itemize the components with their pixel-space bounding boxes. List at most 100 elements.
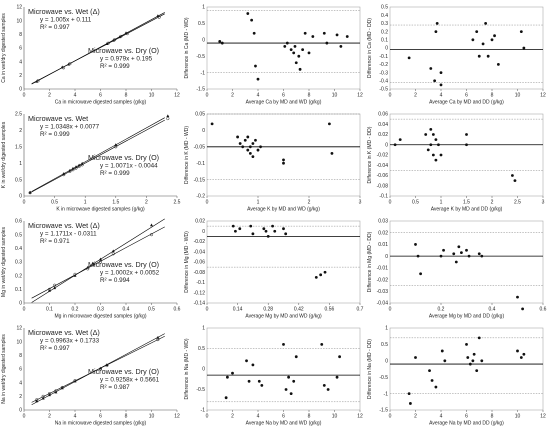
x-tick-label: 8 bbox=[491, 414, 494, 420]
y-tick-label: 0 bbox=[19, 194, 22, 200]
x-tick-label: 0 bbox=[206, 200, 209, 206]
chart-ca-md-wd: 0 2 4 6 8 10 12 1 0.5 0 -0.5 -1 -1.5 Average Ca by MD… bbox=[184, 5, 363, 106]
difference-point bbox=[259, 145, 262, 149]
difference-point bbox=[294, 61, 298, 65]
chart-ca-md-dd: 0 2 4 6 8 10 12 0.5 0.4 0.3 0.2 0.1 0 -0.1 -0.2 -0.3 -0.… bbox=[367, 5, 546, 106]
point-dry-circle bbox=[111, 252, 115, 256]
x-tick-label: 2 bbox=[231, 93, 234, 99]
plot-frame bbox=[206, 6, 361, 90]
point-dry-circle bbox=[47, 392, 52, 396]
difference-point bbox=[328, 122, 331, 126]
x-tick-label: 12 bbox=[540, 414, 546, 420]
regression-annotation: R² = 0.997 bbox=[40, 345, 70, 352]
x-tick-label: 0 bbox=[206, 414, 209, 420]
difference-point bbox=[254, 138, 257, 142]
point-dry-circle bbox=[68, 62, 72, 66]
difference-point bbox=[320, 343, 324, 346]
y-tick-label: 0 bbox=[385, 142, 388, 148]
y-tick-label: 0.04 bbox=[378, 122, 388, 128]
regression-annotation: Microwave vs. Dry (O) bbox=[88, 46, 159, 55]
difference-point bbox=[519, 356, 523, 359]
difference-point bbox=[434, 30, 438, 33]
x-tick-label: 10 bbox=[149, 414, 155, 420]
y-tick-label: -0.01 bbox=[377, 266, 389, 272]
y-tick-label: 2 bbox=[19, 128, 22, 134]
x-tick-label: 3 bbox=[542, 200, 545, 206]
y-tick-label: 0 bbox=[19, 408, 22, 414]
difference-point bbox=[319, 273, 323, 277]
y-tick-label: 0.3 bbox=[15, 260, 22, 266]
x-tick-label: 0.42 bbox=[294, 307, 304, 313]
difference-point bbox=[490, 38, 494, 42]
x-tick-label: 2 bbox=[308, 200, 311, 206]
regression-annotation: Microwave vs. Wet bbox=[28, 114, 88, 123]
x-tick-label: 0 bbox=[389, 200, 392, 206]
y-tick-label: 0 bbox=[202, 229, 205, 235]
difference-point bbox=[335, 33, 339, 37]
x-tick-label: 10 bbox=[515, 414, 521, 420]
x-axis-label: Mg in microwave digested samples (g/kg) bbox=[55, 314, 147, 320]
y-tick-label: -0.1 bbox=[196, 280, 205, 286]
x-tick-label: 0 bbox=[389, 414, 392, 420]
panel-ca-md-dd: 0 2 4 6 8 10 12 0.5 0.4 0.3 0.2 0.1 0 -0.1 -0.2 -0.3 -0.… bbox=[366, 0, 549, 106]
point-dry-circle bbox=[114, 145, 118, 149]
difference-point bbox=[431, 133, 435, 136]
difference-point bbox=[282, 227, 285, 231]
x-tick-label: 6 bbox=[99, 93, 102, 99]
difference-point bbox=[262, 227, 266, 231]
difference-point bbox=[330, 151, 334, 155]
difference-point bbox=[471, 38, 475, 42]
y-tick-label: 0 bbox=[202, 38, 205, 44]
y-tick-label: 1.5 bbox=[15, 145, 22, 151]
y-tick-label: 0.03 bbox=[378, 219, 388, 225]
regression-annotation: y = 0.9963x + 0.1733 bbox=[40, 338, 100, 345]
y-tick-label: 6 bbox=[19, 46, 22, 52]
y-tick-label: -0.1 bbox=[379, 194, 388, 200]
difference-point bbox=[339, 44, 343, 48]
difference-point bbox=[260, 384, 264, 387]
y-tick-label: -0.2 bbox=[379, 62, 388, 68]
x-tick-label: 0.56 bbox=[325, 307, 335, 313]
x-tick-label: 0.6 bbox=[540, 307, 547, 313]
point-dry-circle bbox=[112, 38, 117, 42]
difference-point bbox=[429, 143, 433, 147]
difference-point bbox=[282, 161, 285, 165]
y-axis-label: Difference in Ca (MD - WD) bbox=[184, 17, 190, 78]
panel-ca-regression: 0 2 4 6 8 10 12 0 2 4 6 8 10 12 Ca in microwave digest… bbox=[0, 0, 183, 106]
x-tick-label: 2.5 bbox=[514, 200, 521, 206]
chart-mg-md-dd: 0 0.2 0.4 0.6 0.03 0.02 0.01 0 -0.01 -0.02 -0.03 -0… bbox=[367, 219, 547, 320]
difference-point bbox=[440, 349, 444, 353]
difference-point bbox=[245, 359, 248, 363]
difference-point bbox=[429, 127, 433, 131]
difference-point bbox=[429, 67, 433, 70]
regression-line bbox=[31, 119, 165, 193]
regression-annotation: R² = 0.999 bbox=[40, 131, 70, 138]
x-tick-label: 4 bbox=[257, 93, 260, 99]
difference-point bbox=[251, 363, 255, 367]
difference-point bbox=[513, 179, 517, 183]
difference-point bbox=[452, 252, 456, 256]
x-axis-label: Average Ca by MD and DD (g/kg) bbox=[429, 100, 504, 106]
difference-point bbox=[467, 254, 471, 258]
point-dry-circle bbox=[53, 283, 57, 287]
difference-point bbox=[246, 12, 250, 15]
x-tick-label: 4 bbox=[440, 414, 443, 420]
difference-point bbox=[416, 254, 420, 258]
difference-point bbox=[251, 232, 255, 236]
x-tick-label: 0 bbox=[206, 93, 209, 99]
x-tick-label: 4 bbox=[257, 414, 260, 420]
point-wet-triangle bbox=[53, 286, 57, 290]
y-tick-label: -0.04 bbox=[194, 249, 206, 255]
y-tick-label: 0.01 bbox=[378, 242, 388, 248]
point-dry-circle bbox=[105, 364, 109, 368]
difference-point bbox=[282, 343, 285, 346]
difference-point bbox=[238, 142, 242, 145]
x-tick-label: 10 bbox=[332, 414, 338, 420]
regression-annotation: Microwave vs. Dry (O) bbox=[88, 367, 159, 376]
y-tick-label: -1 bbox=[384, 391, 389, 397]
y-axis-label: Mg in wet/dry digested samples bbox=[1, 226, 7, 297]
y-tick-label: -0.5 bbox=[379, 87, 388, 93]
y-tick-label: 0.02 bbox=[378, 230, 388, 236]
point-dry-circle bbox=[54, 389, 58, 393]
x-axis-label: Average Mg by MD and DD (g/kg) bbox=[429, 314, 505, 320]
